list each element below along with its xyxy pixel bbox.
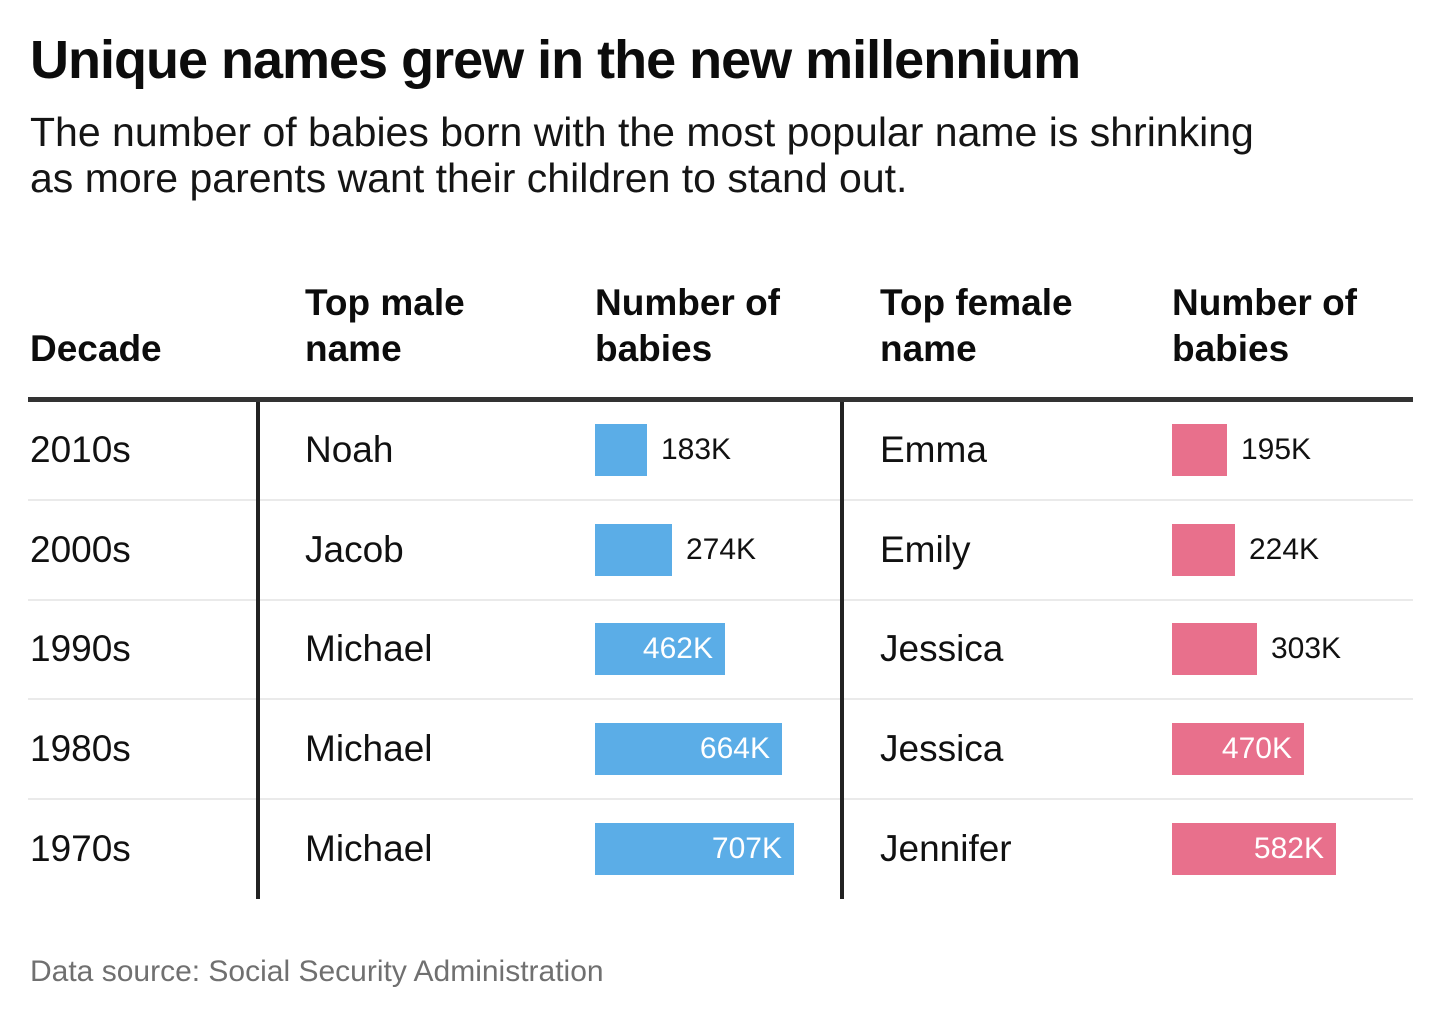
decade-cell: 1980s	[30, 727, 131, 769]
female-name-cell: Jessica	[880, 628, 1004, 670]
female-name-cell: Emily	[880, 528, 971, 570]
column-header-label: Top male name	[305, 282, 465, 369]
table-body: 2010s Noah 183K Emma 195K 2000s Jacob	[28, 401, 1413, 900]
male-bar-value-label: 707K	[711, 832, 782, 866]
chart-title: Unique names grew in the new millennium	[30, 30, 1081, 90]
header-rule	[28, 396, 1413, 402]
female-bar-value-label: 470K	[1221, 731, 1292, 765]
male-bar-value-label: 462K	[642, 632, 713, 666]
female-bar-cell: 470K	[1172, 722, 1413, 775]
column-header-label: Number of babies	[1172, 282, 1357, 369]
chart-subtitle: The number of babies born with the most …	[30, 109, 1254, 201]
table-row: 1980s Michael 664K Jessica 470K	[28, 700, 1413, 800]
column-divider-after-male-bars	[840, 401, 844, 900]
female-bar: 470K	[1172, 722, 1304, 775]
table-row: 1970s Michael 707K Jennifer 582K	[28, 800, 1413, 900]
names-table: Decade Top male name Number of babies To…	[28, 201, 1413, 900]
male-name-cell: Michael	[305, 727, 433, 769]
female-bar: 303K	[1172, 623, 1341, 676]
female-bar-value-label: 303K	[1271, 632, 1342, 666]
decade-cell: 1970s	[30, 828, 131, 870]
male-name-cell: Michael	[305, 828, 433, 870]
male-name-cell: Noah	[305, 429, 394, 471]
column-header-number-of-babies-female: Number of babies	[1172, 280, 1413, 370]
decade-cell: 2010s	[30, 429, 131, 471]
male-bar-value-label: 664K	[699, 731, 770, 765]
column-header-label: Number of babies	[595, 282, 780, 369]
male-bar-value-label: 183K	[661, 433, 732, 467]
chart-card: Unique names grew in the new millennium …	[28, 30, 1413, 989]
column-header-label: Top female name	[880, 282, 1073, 369]
female-bar: 582K	[1172, 823, 1336, 876]
female-bar-value-label: 195K	[1241, 433, 1312, 467]
male-bar: 664K	[595, 722, 782, 775]
female-name-cell: Jennifer	[880, 828, 1012, 870]
column-header-top-female-name: Top female name	[840, 280, 1172, 370]
female-bar-cell: 582K	[1172, 823, 1413, 876]
male-bar-cell: 462K	[595, 623, 840, 676]
male-bar-value-label: 274K	[686, 532, 757, 566]
female-bar-value-label: 582K	[1253, 832, 1324, 866]
male-name-cell: Michael	[305, 628, 433, 670]
female-bar-cell: 195K	[1172, 424, 1413, 477]
table-row: 1990s Michael 462K Jessica 303K	[28, 601, 1413, 701]
male-bar-cell: 664K	[595, 722, 840, 775]
female-bar-cell: 303K	[1172, 623, 1413, 676]
male-name-cell: Jacob	[305, 528, 404, 570]
table-header-row: Decade Top male name Number of babies To…	[28, 201, 1413, 397]
male-bar-cell: 707K	[595, 823, 840, 876]
female-bar-cell: 224K	[1172, 523, 1413, 576]
decade-cell: 1990s	[30, 628, 131, 670]
male-bar-cell: 274K	[595, 523, 840, 576]
male-bar: 274K	[595, 523, 756, 576]
female-name-cell: Jessica	[880, 727, 1004, 769]
column-header-label: Decade	[30, 327, 162, 369]
data-source-note: Data source: Social Security Administrat…	[30, 955, 604, 989]
male-bar-cell: 183K	[595, 424, 840, 477]
female-name-cell: Emma	[880, 429, 987, 471]
table-row: 2010s Noah 183K Emma 195K	[28, 402, 1413, 502]
female-bar: 195K	[1172, 424, 1311, 477]
column-header-decade: Decade	[28, 326, 260, 371]
column-header-top-male-name: Top male name	[260, 280, 595, 370]
male-bar: 183K	[595, 424, 731, 477]
male-bar: 462K	[595, 623, 725, 676]
female-bar: 224K	[1172, 523, 1319, 576]
male-bar: 707K	[595, 823, 794, 876]
decade-cell: 2000s	[30, 528, 131, 570]
female-bar-value-label: 224K	[1249, 532, 1320, 566]
table-row: 2000s Jacob 274K Emily 224K	[28, 501, 1413, 601]
column-header-number-of-babies-male: Number of babies	[595, 280, 840, 370]
column-divider-after-decade	[256, 401, 260, 900]
